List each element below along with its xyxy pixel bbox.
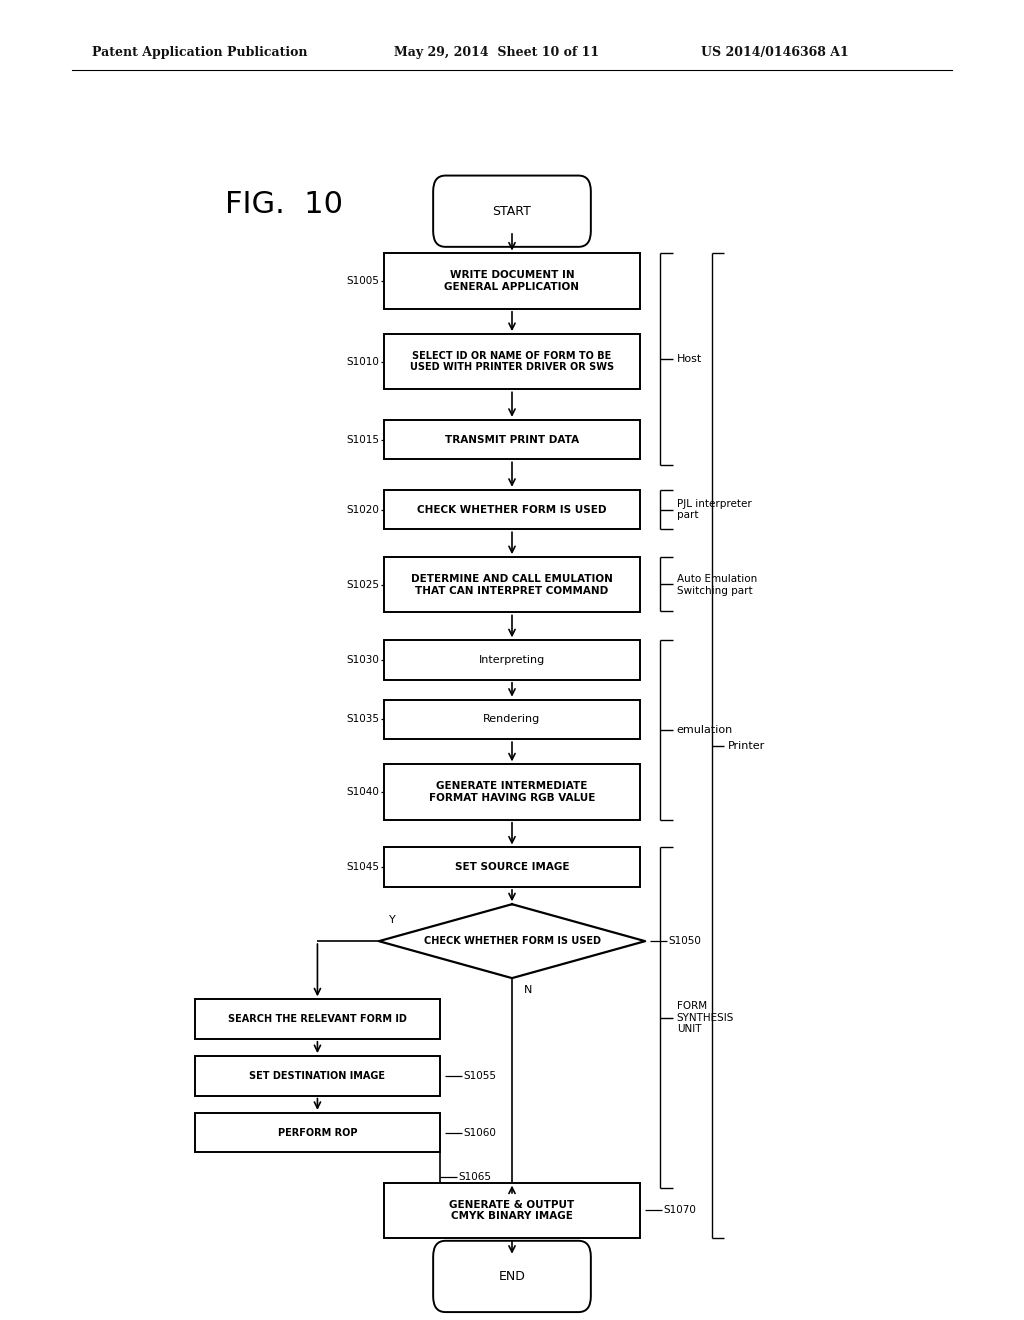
Bar bbox=[384, 847, 640, 887]
Text: S1050: S1050 bbox=[669, 936, 701, 946]
Text: SET DESTINATION IMAGE: SET DESTINATION IMAGE bbox=[250, 1071, 385, 1081]
Text: S1020: S1020 bbox=[346, 504, 379, 515]
Text: S1055: S1055 bbox=[464, 1071, 497, 1081]
Text: N: N bbox=[524, 985, 532, 995]
Bar bbox=[384, 334, 640, 389]
Text: S1010: S1010 bbox=[346, 356, 379, 367]
Text: Rendering: Rendering bbox=[483, 714, 541, 725]
Text: GENERATE INTERMEDIATE
FORMAT HAVING RGB VALUE: GENERATE INTERMEDIATE FORMAT HAVING RGB … bbox=[429, 781, 595, 803]
Text: WRITE DOCUMENT IN
GENERAL APPLICATION: WRITE DOCUMENT IN GENERAL APPLICATION bbox=[444, 271, 580, 292]
Text: Auto Emulation
Switching part: Auto Emulation Switching part bbox=[677, 574, 757, 595]
Text: S1045: S1045 bbox=[346, 862, 379, 873]
Text: GENERATE & OUTPUT
CMYK BINARY IMAGE: GENERATE & OUTPUT CMYK BINARY IMAGE bbox=[450, 1200, 574, 1221]
Text: Printer: Printer bbox=[728, 741, 765, 751]
FancyBboxPatch shape bbox=[433, 1241, 591, 1312]
Bar bbox=[384, 1183, 640, 1238]
Text: PERFORM ROP: PERFORM ROP bbox=[278, 1127, 357, 1138]
Text: PJL interpreter
part: PJL interpreter part bbox=[677, 499, 752, 520]
Text: S1070: S1070 bbox=[664, 1205, 696, 1216]
Text: S1025: S1025 bbox=[346, 579, 379, 590]
Bar bbox=[384, 700, 640, 739]
Bar bbox=[384, 490, 640, 529]
Bar bbox=[384, 420, 640, 459]
FancyBboxPatch shape bbox=[433, 176, 591, 247]
Text: Interpreting: Interpreting bbox=[479, 655, 545, 665]
Text: Host: Host bbox=[677, 354, 702, 364]
Text: SEARCH THE RELEVANT FORM ID: SEARCH THE RELEVANT FORM ID bbox=[228, 1014, 407, 1024]
Text: S1035: S1035 bbox=[346, 714, 379, 725]
Text: US 2014/0146368 A1: US 2014/0146368 A1 bbox=[701, 46, 849, 59]
Text: CHECK WHETHER FORM IS USED: CHECK WHETHER FORM IS USED bbox=[417, 504, 607, 515]
Bar bbox=[195, 999, 440, 1039]
Text: DETERMINE AND CALL EMULATION
THAT CAN INTERPRET COMMAND: DETERMINE AND CALL EMULATION THAT CAN IN… bbox=[411, 574, 613, 595]
Bar bbox=[384, 557, 640, 612]
Text: FIG.  10: FIG. 10 bbox=[225, 190, 343, 219]
Text: S1040: S1040 bbox=[346, 787, 379, 797]
Text: Patent Application Publication: Patent Application Publication bbox=[92, 46, 307, 59]
Polygon shape bbox=[379, 904, 645, 978]
Text: SET SOURCE IMAGE: SET SOURCE IMAGE bbox=[455, 862, 569, 873]
Text: S1060: S1060 bbox=[464, 1127, 497, 1138]
Bar bbox=[384, 253, 640, 309]
Text: TRANSMIT PRINT DATA: TRANSMIT PRINT DATA bbox=[445, 434, 579, 445]
Text: Y: Y bbox=[389, 915, 396, 925]
Text: CHECK WHETHER FORM IS USED: CHECK WHETHER FORM IS USED bbox=[424, 936, 600, 946]
Text: S1065: S1065 bbox=[459, 1172, 492, 1183]
Bar bbox=[195, 1113, 440, 1152]
Text: END: END bbox=[499, 1270, 525, 1283]
Text: May 29, 2014  Sheet 10 of 11: May 29, 2014 Sheet 10 of 11 bbox=[394, 46, 599, 59]
Text: SELECT ID OR NAME OF FORM TO BE
USED WITH PRINTER DRIVER OR SWS: SELECT ID OR NAME OF FORM TO BE USED WIT… bbox=[410, 351, 614, 372]
Text: S1030: S1030 bbox=[346, 655, 379, 665]
Text: FORM
SYNTHESIS
UNIT: FORM SYNTHESIS UNIT bbox=[677, 1001, 734, 1035]
Text: START: START bbox=[493, 205, 531, 218]
Text: S1015: S1015 bbox=[346, 434, 379, 445]
Bar bbox=[384, 640, 640, 680]
Text: emulation: emulation bbox=[677, 725, 733, 735]
Bar bbox=[384, 764, 640, 820]
Text: S1005: S1005 bbox=[346, 276, 379, 286]
Bar bbox=[195, 1056, 440, 1096]
